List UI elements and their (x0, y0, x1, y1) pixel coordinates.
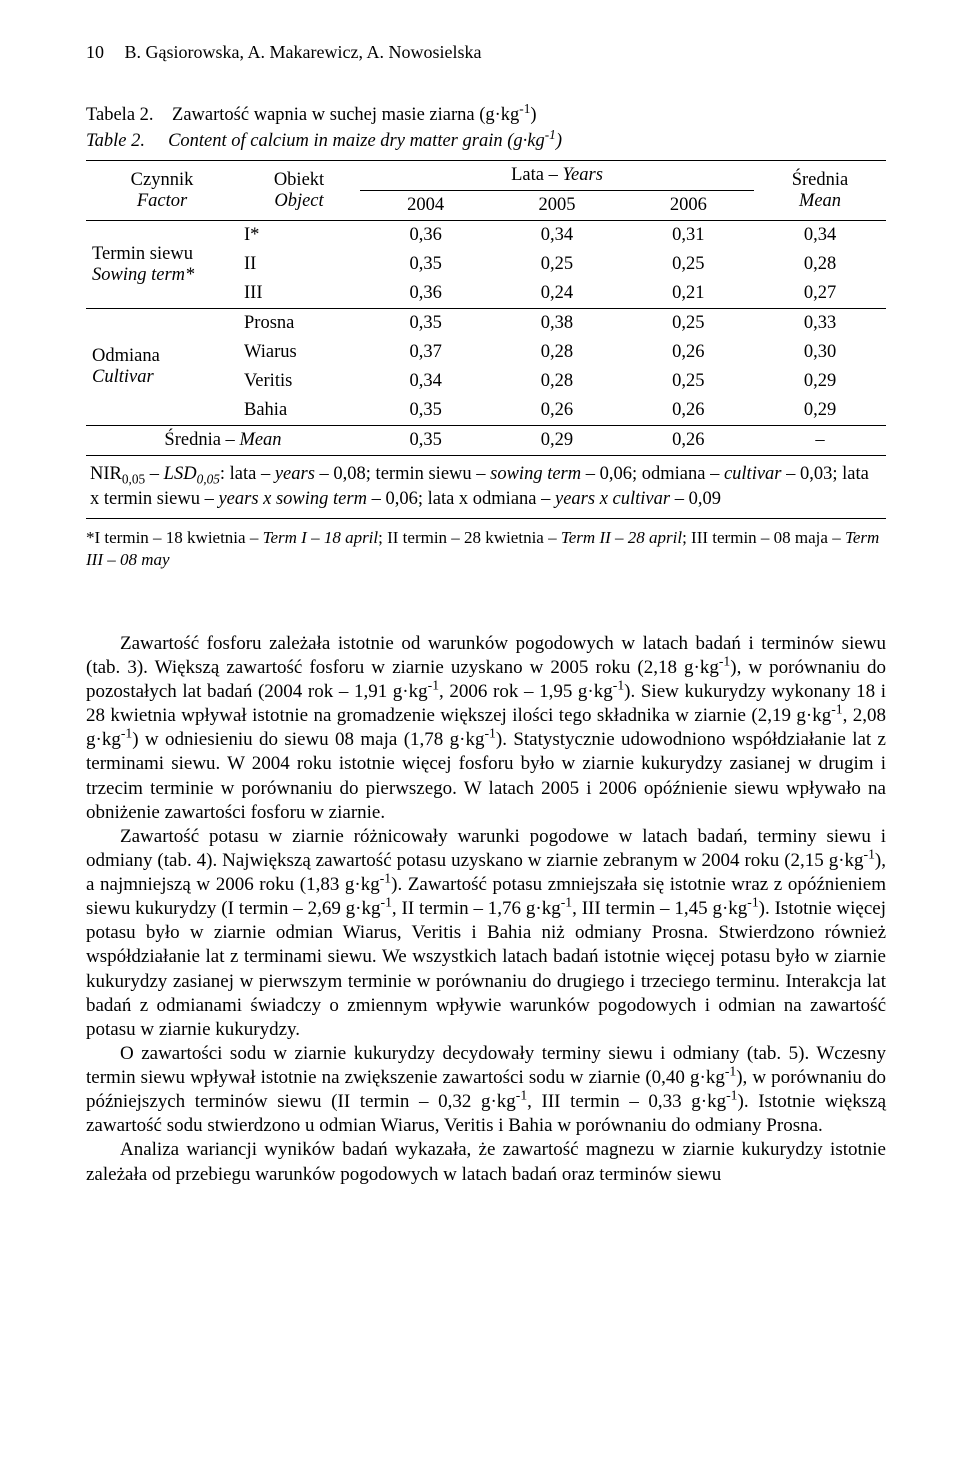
nir-note: NIR0,05 – LSD0,05: lata – years – 0,08; … (90, 462, 882, 512)
hdr-obiekt: Obiekt (274, 170, 324, 190)
paragraph-4: Analiza wariancji wyników badań wykazała… (86, 1138, 886, 1186)
hdr-2005: 2005 (491, 191, 622, 221)
table-row: Odmiana Cultivar Prosna 0,35 0,38 0,25 0… (86, 309, 886, 339)
obj-I: I* (238, 221, 360, 251)
obj-wiarus: Wiarus (238, 338, 360, 367)
caption-sup-1: -1 (519, 101, 530, 116)
hdr-years: Years (562, 165, 602, 185)
page-number: 10 (86, 42, 120, 63)
hdr-2004: 2004 (360, 191, 491, 221)
obj-III: III (238, 279, 360, 309)
factor-termin: Termin siewu Sowing term* (92, 244, 232, 286)
table-row: Termin siewu Sowing term* I* 0,36 0,34 0… (86, 221, 886, 251)
hdr-czynnik: Czynnik (131, 170, 194, 190)
caption-text-pl: Zawartość wapnia w suchej masie ziarna (… (172, 105, 519, 125)
running-authors: B. Gąsiorowska, A. Makarewicz, A. Nowosi… (125, 42, 482, 62)
obj-prosna: Prosna (238, 309, 360, 339)
hdr-2006: 2006 (623, 191, 754, 221)
table-footnote: *I termin – 18 kwietnia – Term I – 18 ap… (86, 527, 886, 572)
caption-label-pl: Tabela 2. (86, 105, 154, 125)
obj-veritis: Veritis (238, 367, 360, 396)
table-caption: Tabela 2. Zawartość wapnia w suchej masi… (86, 103, 886, 154)
calcium-table: Czynnik Factor Obiekt Object Lata – Year… (86, 160, 886, 519)
paragraph-2: Zawartość potasu w ziarnie różnicowały w… (86, 825, 886, 1042)
running-head: 10 B. Gąsiorowska, A. Makarewicz, A. Now… (86, 42, 886, 63)
factor-odmiana: Odmiana Cultivar (92, 346, 232, 388)
body-text: Zawartość fosforu zależała istotnie od w… (86, 632, 886, 1187)
obj-II: II (238, 250, 360, 279)
obj-bahia: Bahia (238, 396, 360, 426)
caption-label-en: Table 2. (86, 131, 145, 151)
hdr-factor: Factor (137, 191, 187, 211)
caption-sup-2: -1 (545, 126, 556, 141)
hdr-lata: Lata – (511, 165, 562, 185)
row-srednia-label: Średnia – (164, 430, 239, 450)
caption-text-en: Content of calcium in maize dry matter g… (168, 131, 545, 151)
table-row: Średnia – Mean 0,35 0,29 0,26 – (86, 426, 886, 456)
hdr-srednia: Średnia (792, 170, 849, 190)
paragraph-1: Zawartość fosforu zależała istotnie od w… (86, 632, 886, 825)
hdr-mean: Mean (799, 191, 841, 211)
hdr-object: Object (274, 191, 323, 211)
paragraph-3: O zawartości sodu w ziarnie kukurydzy de… (86, 1042, 886, 1139)
